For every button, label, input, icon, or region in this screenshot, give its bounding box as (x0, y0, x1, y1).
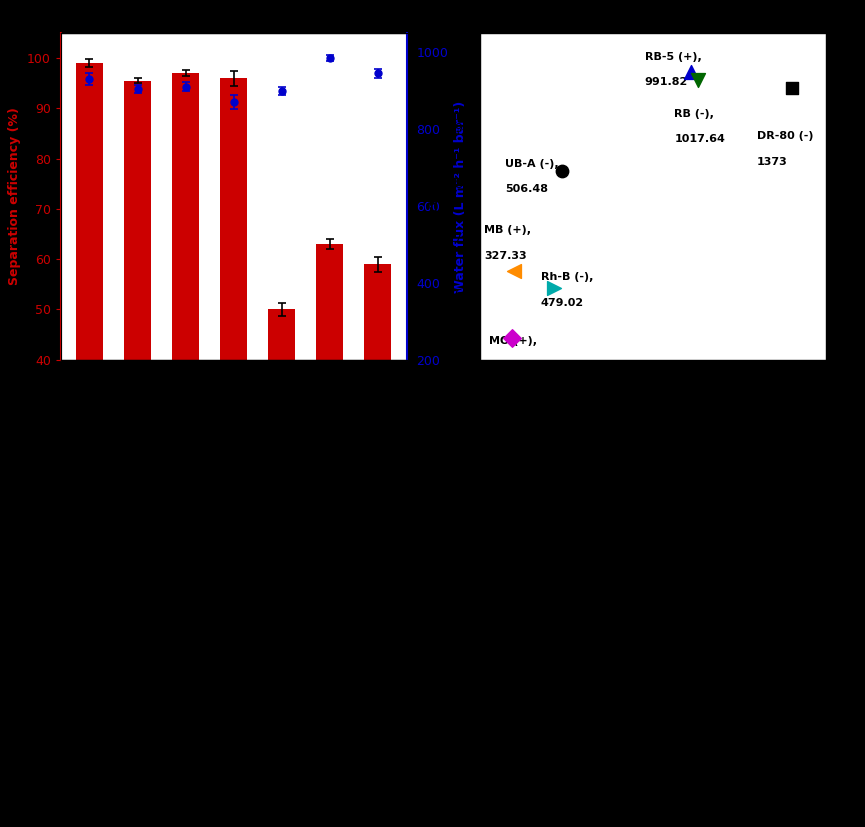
Point (785, 82, 799, 95)
Point (548, 281, 561, 294)
Text: UB-A (-),: UB-A (-), (505, 159, 559, 169)
Text: MO (+),: MO (+), (490, 336, 537, 346)
Point (691, 74, 705, 87)
Bar (221, 79, 247, 561)
Text: 327.33: 327.33 (484, 251, 527, 261)
Bar (364, 265, 391, 561)
Text: MB (+),: MB (+), (484, 225, 531, 235)
Text: 991.82: 991.82 (644, 78, 688, 88)
Text: 1017.64: 1017.64 (675, 135, 725, 145)
Y-axis label: Rejection (%): Rejection (%) (428, 150, 441, 243)
Text: RB (-),: RB (-), (675, 109, 714, 119)
Text: RB-5 (+),: RB-5 (+), (644, 52, 702, 62)
Point (554, 165, 568, 178)
Text: 1373: 1373 (757, 156, 788, 166)
Text: Rh-B (-),: Rh-B (-), (541, 272, 593, 282)
Text: 319.85: 319.85 (490, 361, 532, 371)
Text: 479.02: 479.02 (541, 298, 584, 308)
Point (505, 331, 519, 344)
Y-axis label: Separation efficiency (%): Separation efficiency (%) (9, 108, 22, 285)
Point (507, 265, 521, 278)
Text: 506.48: 506.48 (505, 184, 548, 194)
Bar (317, 244, 343, 561)
Bar (125, 81, 151, 561)
Bar (172, 74, 199, 561)
Bar (76, 63, 103, 561)
Text: DR-80 (-): DR-80 (-) (757, 131, 813, 141)
Y-axis label: Water flux (L m⁻² h⁻¹ bar⁻¹): Water flux (L m⁻² h⁻¹ bar⁻¹) (454, 100, 467, 293)
X-axis label: Molecular weight (g mol⁻¹): Molecular weight (g mol⁻¹) (559, 388, 747, 401)
Point (684, 65, 698, 79)
Bar (268, 309, 295, 561)
